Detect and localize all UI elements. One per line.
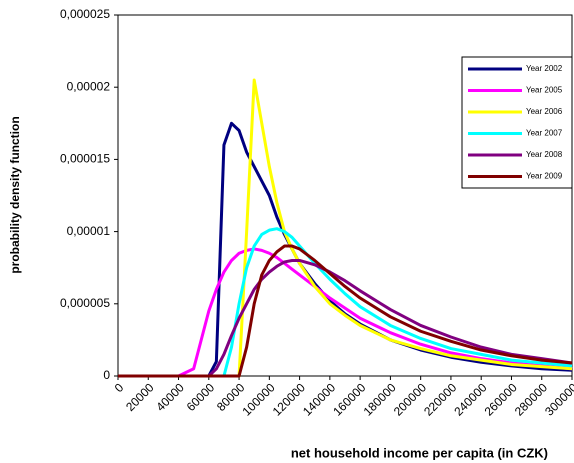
x-tick-label: 60000 bbox=[184, 380, 218, 414]
x-tick-label: 200000 bbox=[391, 380, 429, 418]
x-tick-label: 0 bbox=[112, 380, 127, 395]
x-axis-label: net household income per capita (in CZK) bbox=[291, 445, 548, 460]
legend-label: Year 2008 bbox=[526, 150, 563, 159]
y-tick-label: 0 bbox=[103, 368, 110, 382]
x-tick-label: 300000 bbox=[542, 380, 574, 418]
y-tick-label: 0,000005 bbox=[60, 296, 110, 310]
series-line bbox=[118, 258, 573, 378]
y-axis-label: probability density function bbox=[8, 116, 22, 273]
x-tick-label: 140000 bbox=[300, 380, 338, 418]
x-tick-label: 280000 bbox=[512, 380, 550, 418]
x-tick-label: 220000 bbox=[421, 380, 459, 418]
y-tick-label: 0,00002 bbox=[67, 79, 111, 93]
y-tick-label: 0,000015 bbox=[60, 152, 110, 166]
x-tick-label: 260000 bbox=[482, 380, 520, 418]
legend-label: Year 2009 bbox=[526, 172, 563, 181]
x-tick-label: 160000 bbox=[330, 380, 368, 418]
x-tick-label: 40000 bbox=[153, 380, 187, 414]
legend-box bbox=[461, 56, 573, 189]
x-tick-label: 180000 bbox=[361, 380, 399, 418]
x-tick-label: 240000 bbox=[451, 380, 489, 418]
legend: Year 2002 Year 2005 Year 2006 Year 2007 Year… bbox=[461, 56, 573, 189]
legend-label: Year 2002 bbox=[526, 64, 563, 73]
legend-label: Year 2006 bbox=[526, 107, 563, 116]
legend-label: Year 2005 bbox=[526, 86, 563, 95]
y-tick-label: 0,00001 bbox=[67, 224, 111, 238]
legend-label: Year 2007 bbox=[526, 129, 563, 138]
series-line bbox=[118, 244, 573, 378]
x-tick-label: 20000 bbox=[123, 380, 157, 414]
y-tick-label: 0,000025 bbox=[60, 7, 110, 21]
x-tick-label: 100000 bbox=[239, 380, 277, 418]
series-line bbox=[118, 247, 573, 378]
x-tick-label: 120000 bbox=[270, 380, 308, 418]
